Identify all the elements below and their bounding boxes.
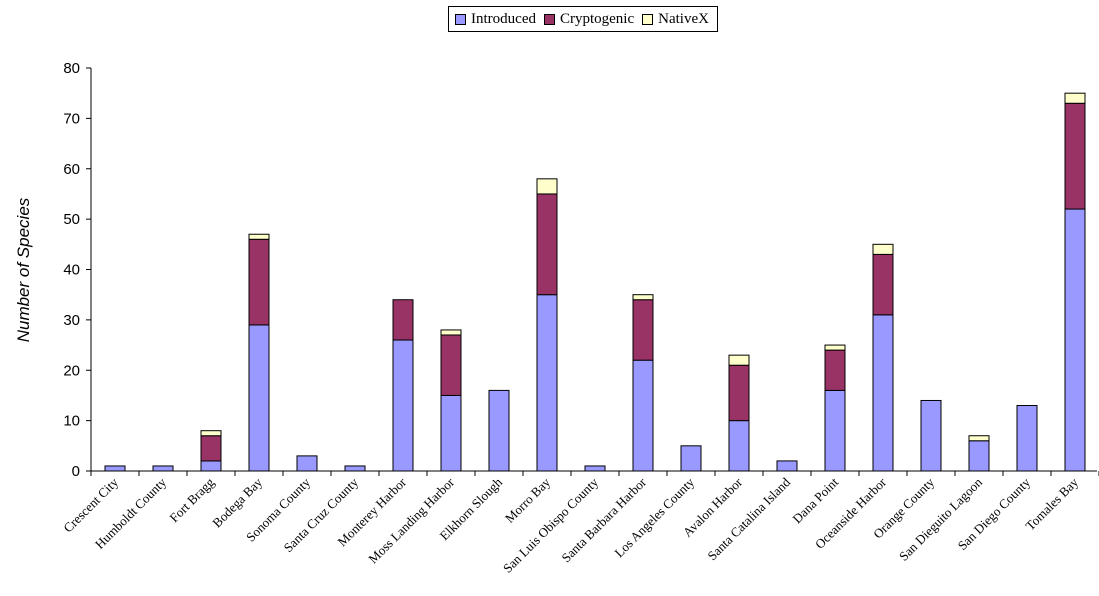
x-category-label: Tomales Bay <box>1022 474 1081 533</box>
bar-cryptogenic-16 <box>824 349 846 391</box>
bar-introduced-17 <box>872 314 894 472</box>
legend-label-nativex: NativeX <box>658 10 709 27</box>
y-tick-label: 0 <box>72 463 80 480</box>
legend-swatch-nativex <box>642 13 654 25</box>
y-tick-label: 60 <box>63 161 80 178</box>
bar-cryptogenic-12 <box>632 299 654 361</box>
bar-cryptogenic-17 <box>872 253 894 316</box>
bar-introduced-12 <box>632 359 654 472</box>
bar-cryptogenic-10 <box>536 193 558 296</box>
bar-nativex-19 <box>968 435 990 442</box>
bar-introduced-10 <box>536 294 558 472</box>
y-tick-label: 40 <box>63 262 80 279</box>
bar-introduced-19 <box>968 440 990 472</box>
y-tick-label: 50 <box>63 211 80 228</box>
x-category-label: San Luis Obispo County <box>500 474 602 576</box>
bar-nativex-14 <box>728 354 750 366</box>
legend-swatch-introduced <box>455 13 466 25</box>
bar-introduced-11 <box>584 465 606 472</box>
bar-nativex-8 <box>440 329 462 336</box>
x-category-label: Fort Bragg <box>166 474 217 525</box>
y-tick-label: 20 <box>63 362 80 379</box>
x-category-label: Los Angeles County <box>611 474 697 560</box>
bar-cryptogenic-3 <box>200 435 222 462</box>
bar-nativex-21 <box>1064 92 1086 104</box>
bar-introduced-2 <box>152 465 174 472</box>
bar-introduced-5 <box>296 455 318 472</box>
bar-cryptogenic-4 <box>248 238 270 326</box>
legend-swatch-cryptogenic <box>543 13 555 25</box>
bar-cryptogenic-8 <box>440 334 462 396</box>
x-category-label: Santa Catalina Island <box>704 474 793 563</box>
bar-nativex-12 <box>632 294 654 301</box>
bar-introduced-15 <box>776 460 798 472</box>
bar-nativex-4 <box>248 233 270 240</box>
legend-label-cryptogenic: Cryptogenic <box>559 10 635 27</box>
legend-item-nativex: NativeX <box>642 11 709 28</box>
legend-item-introduced: Introduced <box>455 11 536 28</box>
y-tick-label: 10 <box>63 413 80 430</box>
chart-legend: Introduced Cryptogenic NativeX <box>448 6 718 32</box>
x-category-label: Moss Landing Harbor <box>365 474 457 566</box>
bar-introduced-21 <box>1064 208 1086 472</box>
bar-introduced-9 <box>488 389 510 472</box>
bar-introduced-18 <box>920 399 942 472</box>
bar-nativex-17 <box>872 243 894 255</box>
bar-introduced-14 <box>728 420 750 472</box>
x-category-label: San Dieguito Lagoon <box>896 474 986 564</box>
legend-item-cryptogenic: Cryptogenic <box>543 10 635 28</box>
bar-cryptogenic-21 <box>1064 102 1086 210</box>
bar-introduced-7 <box>392 339 414 472</box>
bar-nativex-3 <box>200 430 222 437</box>
bar-introduced-13 <box>680 445 702 472</box>
y-tick-label: 70 <box>63 110 80 127</box>
x-category-label: Santa Barbara Harbor <box>558 474 649 565</box>
bar-introduced-1 <box>104 465 126 472</box>
bar-introduced-6 <box>344 465 366 472</box>
bar-cryptogenic-7 <box>392 299 414 341</box>
bar-introduced-4 <box>248 324 270 472</box>
y-tick-label: 80 <box>63 60 80 77</box>
bar-introduced-3 <box>200 460 222 472</box>
bar-cryptogenic-14 <box>728 364 750 422</box>
y-tick-label: 30 <box>63 312 80 329</box>
legend-label-introduced: Introduced <box>471 10 536 27</box>
bar-nativex-10 <box>536 178 558 195</box>
bar-introduced-20 <box>1016 405 1038 472</box>
bar-introduced-8 <box>440 394 462 472</box>
bar-nativex-16 <box>824 344 846 351</box>
bar-introduced-16 <box>824 389 846 472</box>
